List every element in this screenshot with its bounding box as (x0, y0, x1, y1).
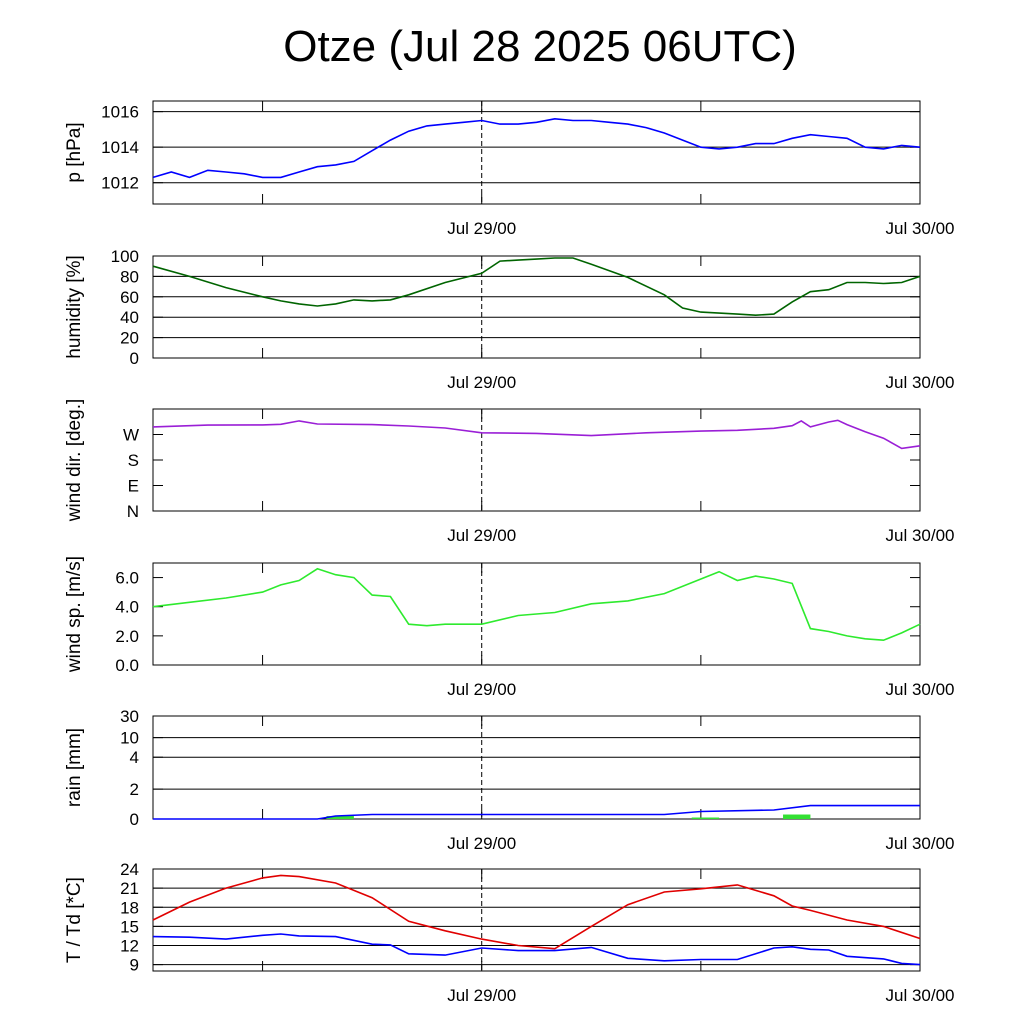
y-tick-label: 24 (120, 860, 139, 879)
y-tick-label: 0 (130, 810, 139, 829)
rain-line (153, 804, 920, 820)
y-tick-label: 1012 (101, 174, 139, 193)
rain-bar (326, 816, 354, 819)
panel-frame (152, 100, 921, 205)
x-tick-label: Jul 29/00 (447, 526, 516, 545)
x-tick-label: Jul 30/00 (886, 219, 955, 238)
y-tick-label: 21 (120, 879, 139, 898)
x-tick-label: Jul 29/00 (447, 219, 516, 238)
panel-frame (152, 562, 921, 666)
y-tick-label: W (123, 426, 139, 445)
chart-title: Otze (Jul 28 2025 06UTC) (283, 22, 797, 71)
rain-bar (783, 814, 811, 819)
panel-rain: 0 2 410 30 Jul 29/00 Jul 30/00 rain [mm] (64, 707, 955, 853)
y-tick-label: 30 (120, 707, 139, 726)
y-tick-label: 1016 (101, 103, 139, 122)
y-tick-label: 10 (120, 729, 139, 748)
y-tick-label: E (128, 477, 139, 496)
y-tick-label: 12 (120, 937, 139, 956)
y-tick-label: 9 (130, 956, 139, 975)
panel-wind_speed: 0.0 2.0 4.0 6.0 Jul 29/00 Jul 30/00 wind sp. [… (64, 556, 955, 699)
y-axis-label: wind dir. [deg.] (64, 399, 85, 523)
y-tick-label: 60 (120, 288, 139, 307)
pressure-line (152, 117, 921, 179)
y-axis-label: rain [mm] (64, 728, 85, 807)
y-axis-label: T / Td [*C] (64, 877, 85, 963)
y-axis-label: p [hPa] (64, 122, 85, 182)
wind_direction-line (152, 419, 921, 450)
panel-frame (152, 255, 921, 359)
x-tick-label: Jul 29/00 (447, 986, 516, 1005)
y-tick-label: 1014 (101, 138, 139, 157)
y-axis-label: humidity [%] (64, 255, 85, 358)
x-tick-label: Jul 29/00 (447, 680, 516, 699)
panel-frame (152, 715, 921, 820)
y-tick-label: 40 (120, 308, 139, 327)
x-tick-label: Jul 30/00 (886, 986, 955, 1005)
y-tick-label: 2 (130, 780, 139, 799)
x-tick-label: Jul 30/00 (886, 680, 955, 699)
y-tick-label: S (128, 451, 139, 470)
temperature-line (152, 874, 921, 950)
y-tick-label: 2.0 (115, 627, 139, 646)
y-tick-label: 0.0 (115, 656, 139, 675)
x-tick-label: Jul 29/00 (447, 373, 516, 392)
humidity-line (152, 257, 921, 317)
wind_speed-line (152, 567, 921, 642)
x-tick-label: Jul 30/00 (886, 526, 955, 545)
y-axis-label: wind sp. [m/s] (64, 556, 85, 673)
y-tick-label: 20 (120, 329, 139, 348)
panel-pressure: 1012 1014 1016 Jul 29/00 Jul 30/00 p [hPa] (64, 100, 955, 238)
y-tick-label: 0 (130, 349, 139, 368)
y-tick-label: 15 (120, 917, 139, 936)
rain-bar (691, 817, 720, 819)
y-tick-label: 100 (111, 247, 139, 266)
panel-frame (152, 868, 921, 972)
y-tick-label: 4 (130, 748, 139, 767)
x-tick-label: Jul 30/00 (886, 834, 955, 853)
y-tick-label: 4.0 (115, 598, 139, 617)
y-tick-label: N (127, 502, 139, 521)
x-tick-label: Jul 30/00 (886, 373, 955, 392)
dewpoint-line (152, 933, 921, 966)
y-tick-label: 6.0 (115, 569, 139, 588)
y-tick-label: 80 (120, 267, 139, 286)
x-tick-label: Jul 29/00 (447, 834, 516, 853)
y-tick-label: 18 (120, 898, 139, 917)
